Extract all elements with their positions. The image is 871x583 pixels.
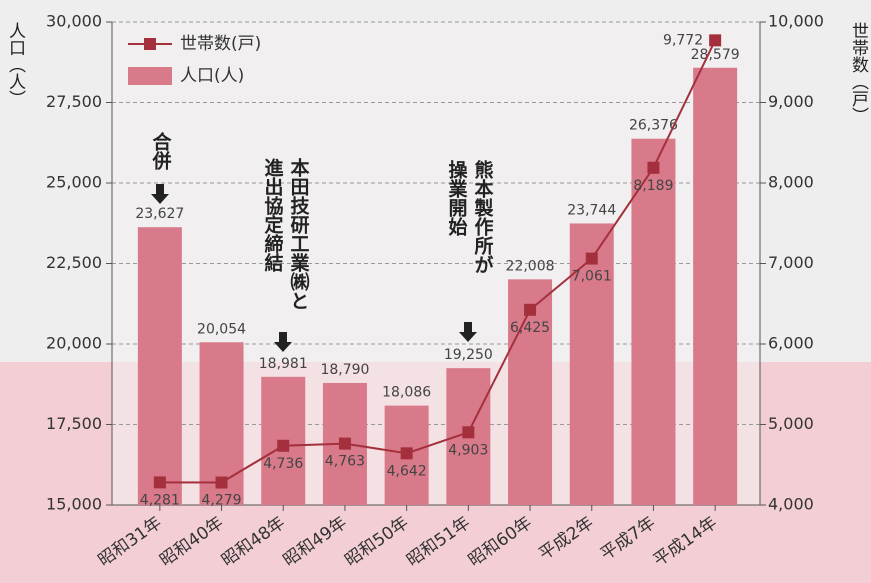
- line-marker: [585, 252, 598, 265]
- line-value-label: 4,763: [325, 454, 365, 470]
- line: [159, 39, 717, 484]
- legend-label: 人口(人): [180, 66, 244, 86]
- line-marker: [647, 161, 660, 174]
- line-value-label: 4,736: [263, 456, 303, 472]
- line-marker: [338, 437, 351, 450]
- bar-value-label: 18,790: [320, 362, 369, 378]
- bar-value-label: 18,981: [259, 356, 308, 372]
- line-marker: [277, 439, 290, 452]
- annotation-arrow: [459, 322, 477, 342]
- bar: [569, 223, 614, 505]
- bar-value-label: 23,744: [567, 202, 616, 218]
- y2-axis-label: 世帯数（戸）: [848, 22, 869, 124]
- line-value-label: 8,189: [633, 178, 673, 194]
- line-value-label: 6,425: [510, 320, 550, 336]
- line-marker: [524, 303, 537, 316]
- bar: [631, 138, 676, 505]
- legend-label: 世帯数(戸): [180, 34, 261, 54]
- y-tick-label: 20,000: [46, 334, 102, 353]
- y-tick-label: 25,000: [46, 173, 102, 192]
- annotation-arrow: [151, 184, 169, 204]
- y-tick-label: 27,500: [46, 92, 102, 111]
- y-axis-label: 人口（人）: [5, 22, 26, 107]
- bar-value-label: 19,250: [444, 347, 493, 363]
- annotation: 進出協定締結: [262, 158, 284, 273]
- y2-tick-label: 4,000: [768, 495, 814, 514]
- legend-swatch: [128, 67, 172, 85]
- line-value-label: 7,061: [572, 269, 612, 285]
- line-marker: [709, 34, 722, 47]
- legend-marker: [144, 38, 156, 50]
- bar: [508, 279, 553, 505]
- line-marker: [153, 476, 166, 489]
- bar: [137, 227, 182, 505]
- line-value-label: 4,281: [140, 492, 180, 508]
- annotation: 合併: [150, 131, 173, 171]
- bar-value-label: 23,627: [135, 206, 184, 222]
- bar-value-label: 26,376: [629, 118, 678, 134]
- line-value-label: 4,642: [387, 463, 427, 479]
- bar-value-label: 28,579: [691, 47, 740, 63]
- y2-tick-label: 6,000: [768, 334, 814, 353]
- bar-value-label: 22,008: [506, 258, 555, 274]
- annotation: 本田技研工業㈱と: [288, 157, 311, 310]
- line-value-label: 9,772: [663, 32, 703, 48]
- y-tick-label: 17,500: [46, 414, 102, 433]
- y2-tick-label: 10,000: [768, 12, 824, 31]
- bar: [693, 67, 738, 506]
- y2-tick-label: 7,000: [768, 253, 814, 272]
- annotation: 操業開始: [446, 159, 469, 237]
- bar-value-label: 20,054: [197, 321, 246, 337]
- annotation: 熊本製作所が: [472, 159, 495, 274]
- line-marker: [462, 426, 475, 439]
- line-value-label: 4,279: [202, 493, 242, 509]
- y-tick-label: 15,000: [46, 495, 102, 514]
- line-marker: [215, 476, 228, 489]
- annotation-arrow: [274, 332, 292, 352]
- y2-tick-label: 8,000: [768, 173, 814, 192]
- y2-tick-label: 9,000: [768, 92, 814, 111]
- y-tick-label: 30,000: [46, 12, 102, 31]
- y-tick-label: 22,500: [46, 253, 102, 272]
- y2-tick-label: 5,000: [768, 414, 814, 433]
- line-marker: [400, 447, 413, 460]
- bar-value-label: 18,086: [382, 385, 431, 401]
- line-value-label: 4,903: [448, 442, 488, 458]
